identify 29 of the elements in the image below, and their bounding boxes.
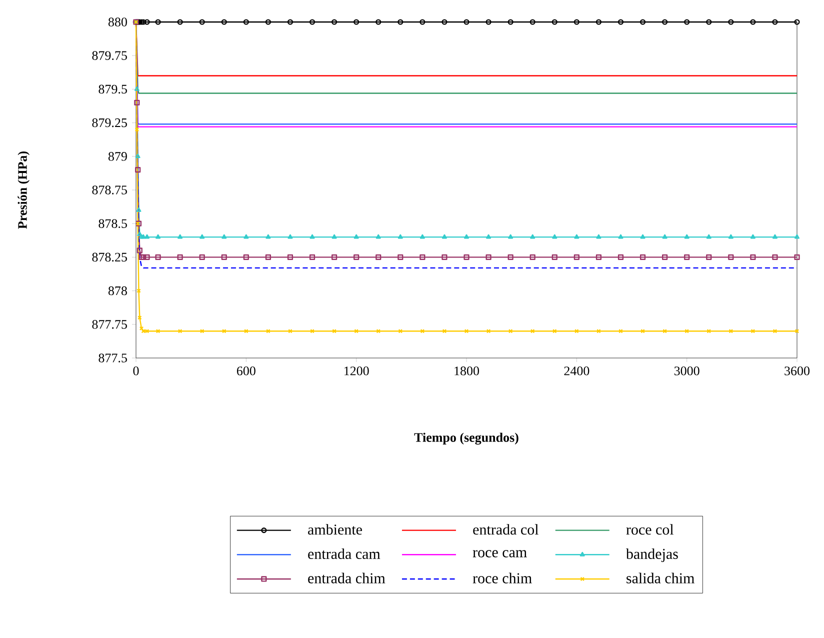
y-tick-label: 879.25 xyxy=(92,118,127,128)
x-axis-title: Tiempo (segundos) xyxy=(414,432,518,445)
legend-label: ambiente xyxy=(308,524,362,535)
y-tick-label: 877.75 xyxy=(92,320,127,329)
y-tick-label: 878 xyxy=(108,286,127,296)
x-tick-label: 3600 xyxy=(784,366,810,376)
legend-label: entrada chim xyxy=(308,572,386,584)
x-tick-label: 600 xyxy=(236,366,256,376)
y-tick-label: 878.5 xyxy=(98,219,127,228)
legend-label: entrada cam xyxy=(308,548,380,560)
x-tick-label: 1800 xyxy=(454,366,479,376)
x-tick-label: 1200 xyxy=(344,366,369,376)
legend-label: roce chim xyxy=(472,572,532,584)
legend-label: entrada col xyxy=(473,524,538,535)
y-axis-title: Presión (HPa) xyxy=(18,152,30,229)
legend-label: roce cam xyxy=(472,550,527,558)
y-tick-label: 879.5 xyxy=(98,84,127,94)
y-tick-label: 879.75 xyxy=(92,51,127,60)
y-tick-label: 878.75 xyxy=(92,186,127,194)
x-tick-label: 3000 xyxy=(674,366,700,376)
x-tick-label: 2400 xyxy=(564,366,590,376)
y-tick-label: 877.5 xyxy=(98,354,127,362)
y-tick-label: 880 xyxy=(108,18,127,26)
y-tick-label: 878.25 xyxy=(92,252,127,262)
y-tick-label: 879 xyxy=(108,152,127,161)
x-tick-label: 0 xyxy=(133,366,139,376)
legend-label: salida chim xyxy=(626,572,694,584)
legend-label: bandejas xyxy=(626,548,678,562)
legend-label: roce col xyxy=(626,524,674,535)
